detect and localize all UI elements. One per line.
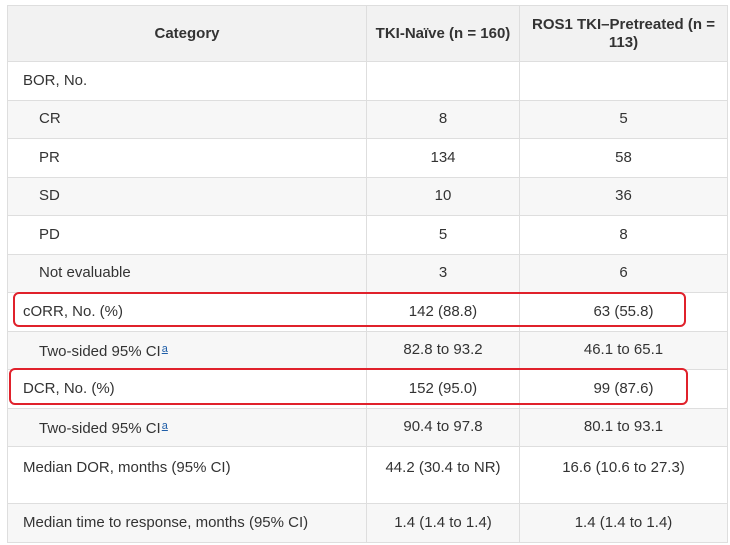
table-row: SD 10 36 (7, 176, 728, 216)
table-row: PR 134 58 (7, 138, 728, 178)
row-pretreated-value: 16.6 (10.6 to 27.3) (519, 446, 728, 504)
header-category: Category (7, 5, 367, 62)
row-naive-value: 142 (88.8) (366, 292, 520, 332)
row-category: Not evaluable (7, 253, 367, 293)
table-row: PD 5 8 (7, 215, 728, 255)
row-pretreated-value (519, 61, 728, 101)
row-pretreated-value: 5 (519, 99, 728, 139)
row-category: Median time to response, months (95% CI) (7, 503, 367, 543)
table-row: Not evaluable 3 6 (7, 253, 728, 293)
row-naive-value: 8 (366, 99, 520, 139)
table-row-corr: cORR, No. (%) 142 (88.8) 63 (55.8) (7, 292, 728, 332)
row-naive-value: 90.4 to 97.8 (366, 407, 520, 447)
row-pretreated-value: 36 (519, 176, 728, 216)
row-pretreated-value: 6 (519, 253, 728, 293)
footnote-link[interactable]: a (161, 342, 168, 355)
row-pretreated-value: 1.4 (1.4 to 1.4) (519, 503, 728, 543)
row-category: cORR, No. (%) (7, 292, 367, 332)
row-category: PR (7, 138, 367, 178)
row-naive-value: 82.8 to 93.2 (366, 330, 520, 370)
table-row: CR 8 5 (7, 99, 728, 139)
row-category: Median DOR, months (95% CI) (7, 446, 367, 504)
row-pretreated-value: 8 (519, 215, 728, 255)
row-category: SD (7, 176, 367, 216)
row-pretreated-value: 99 (87.6) (519, 369, 728, 409)
results-table: Category TKI-Naïve (n = 160) ROS1 TKI–Pr… (7, 5, 728, 543)
row-naive-value: 3 (366, 253, 520, 293)
table-row-dcr: DCR, No. (%) 152 (95.0) 99 (87.6) (7, 369, 728, 409)
row-naive-value: 44.2 (30.4 to NR) (366, 446, 520, 504)
table-row: Two-sided 95% CIa 90.4 to 97.8 80.1 to 9… (7, 407, 728, 447)
row-naive-value: 5 (366, 215, 520, 255)
row-naive-value: 152 (95.0) (366, 369, 520, 409)
footnote-link[interactable]: a (161, 419, 168, 432)
header-tki-naive: TKI-Naïve (n = 160) (366, 5, 520, 62)
table-row: Median time to response, months (95% CI)… (7, 503, 728, 543)
table-row: Two-sided 95% CIa 82.8 to 93.2 46.1 to 6… (7, 330, 728, 370)
row-category: Two-sided 95% CIa (7, 407, 367, 447)
row-naive-value: 134 (366, 138, 520, 178)
header-pretreated: ROS1 TKI–Pretreated (n = 113) (519, 5, 728, 62)
table-row: Median DOR, months (95% CI) 44.2 (30.4 t… (7, 446, 728, 504)
row-category: CR (7, 99, 367, 139)
table-row: BOR, No. (7, 61, 728, 101)
row-category: Two-sided 95% CIa (7, 330, 367, 370)
row-pretreated-value: 63 (55.8) (519, 292, 728, 332)
row-category: BOR, No. (7, 61, 367, 101)
row-category-text: Two-sided 95% CI (39, 342, 161, 360)
row-category: DCR, No. (%) (7, 369, 367, 409)
row-pretreated-value: 80.1 to 93.1 (519, 407, 728, 447)
row-pretreated-value: 58 (519, 138, 728, 178)
row-naive-value: 10 (366, 176, 520, 216)
row-pretreated-value: 46.1 to 65.1 (519, 330, 728, 370)
row-category: PD (7, 215, 367, 255)
row-naive-value: 1.4 (1.4 to 1.4) (366, 503, 520, 543)
row-naive-value (366, 61, 520, 101)
header-row: Category TKI-Naïve (n = 160) ROS1 TKI–Pr… (7, 5, 728, 62)
row-category-text: Two-sided 95% CI (39, 419, 161, 437)
